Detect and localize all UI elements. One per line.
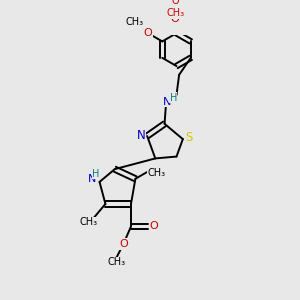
Text: N: N xyxy=(87,174,96,184)
Text: H: H xyxy=(169,93,177,103)
Text: CH₃: CH₃ xyxy=(107,257,125,267)
Text: O: O xyxy=(171,14,179,24)
Text: O
CH₃: O CH₃ xyxy=(166,0,184,18)
Text: N: N xyxy=(137,129,146,142)
Text: CH₃: CH₃ xyxy=(148,169,166,178)
Text: O: O xyxy=(143,28,152,38)
Text: O: O xyxy=(119,239,128,249)
Text: S: S xyxy=(185,131,192,144)
Text: CH₃: CH₃ xyxy=(80,217,98,227)
Text: H: H xyxy=(92,169,100,179)
Text: N: N xyxy=(163,97,171,107)
Text: O: O xyxy=(149,221,158,232)
Text: CH₃: CH₃ xyxy=(126,17,144,28)
